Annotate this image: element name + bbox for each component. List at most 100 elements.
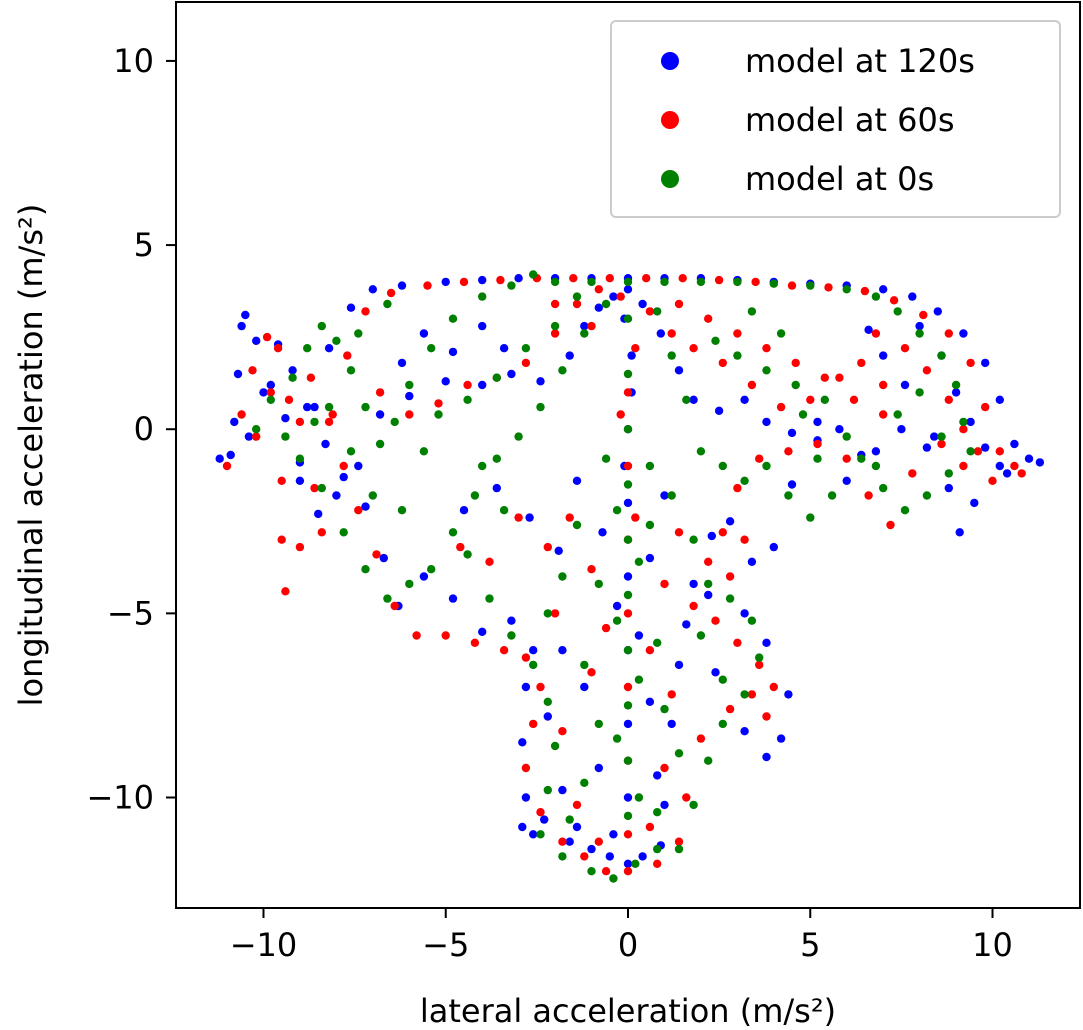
data-point [623,285,633,294]
data-point [601,454,611,463]
data-point [733,329,742,338]
data-point [324,344,334,353]
data-point [478,292,487,301]
data-point [959,329,968,338]
data-point [747,307,757,316]
data-point [572,299,582,309]
data-point [995,461,1004,471]
data-point [434,399,443,408]
data-point [339,472,348,482]
data-point [959,425,968,434]
data-point [919,310,928,320]
data-point [543,785,552,795]
data-point [820,373,829,382]
x-axis-label: lateral acceleration (m/s²) [420,992,836,1030]
data-point [558,646,567,655]
data-point [879,380,888,390]
data-point [529,270,538,279]
data-point [674,299,684,309]
data-point [689,601,698,611]
data-point [427,565,436,574]
data-point [569,274,578,283]
data-point [514,432,523,441]
data-point [550,321,560,331]
data-point [310,402,319,412]
data-point [419,329,429,338]
data-point [755,454,764,463]
data-point [791,380,800,390]
data-point [529,830,538,839]
data-point [397,358,407,368]
data-point [346,303,356,312]
data-point [623,830,633,839]
data-point [543,697,552,706]
data-point [714,275,724,285]
data-point [660,800,669,810]
data-point [441,631,450,640]
data-point [674,837,684,846]
x-axis: −10 −5 0 5 10 [230,908,1013,964]
data-point [623,682,633,692]
data-point [623,369,633,379]
data-point [667,719,676,729]
x-tick-label: 0 [618,926,638,964]
legend-marker [661,52,679,70]
data-point [580,660,589,670]
series-2 [252,270,975,883]
data-point [623,859,633,868]
data-point [266,395,275,404]
data-point [277,535,286,544]
data-point [594,579,603,589]
legend-marker [661,170,679,188]
data-point [871,461,881,471]
data-point [295,542,305,552]
data-point [346,366,356,375]
data-point [631,859,640,868]
data-point [332,336,341,345]
data-point [733,483,742,493]
data-point [733,638,742,647]
data-point [718,358,727,368]
data-point [981,443,990,452]
data-point [893,410,902,419]
data-point [653,859,662,868]
data-point [594,837,603,846]
data-point [696,277,706,287]
data-point [485,594,494,603]
data-point [252,336,261,345]
data-point [507,281,516,290]
data-point [762,712,771,721]
data-point [361,565,370,574]
data-point [656,329,665,338]
data-point [499,506,509,515]
data-point [623,811,633,821]
data-point [696,447,706,456]
data-point [689,579,698,589]
data-point [725,594,735,603]
data-point [623,609,633,618]
data-point [915,388,924,397]
data-point [252,425,261,434]
data-point [623,314,633,323]
data-point [405,579,414,589]
data-point [518,822,527,832]
data-point [306,373,316,382]
data-point [354,329,363,338]
data-point [820,395,829,404]
data-point [507,631,516,640]
data-point [678,274,687,283]
data-point [1024,454,1034,463]
data-point [638,852,647,861]
data-point [572,292,582,301]
data-point [237,321,246,331]
data-point [405,410,414,419]
data-point [266,380,275,390]
data-point [627,351,636,360]
data-point [623,701,633,710]
data-point [478,461,487,471]
data-point [412,631,421,640]
data-point [879,483,888,493]
series-0 [215,274,1045,868]
data-point [386,288,396,298]
